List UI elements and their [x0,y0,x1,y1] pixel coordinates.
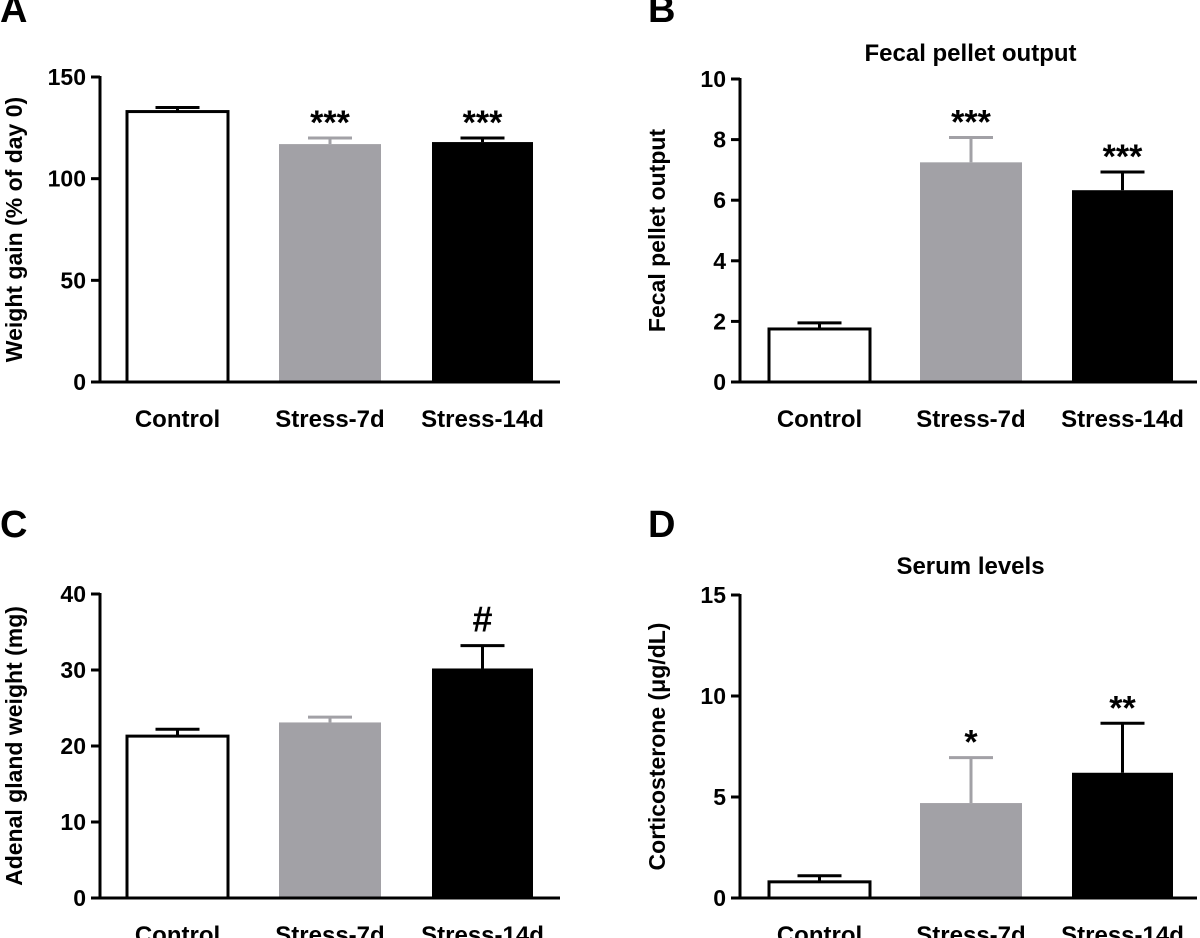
panel-letter: C [0,504,27,546]
bar-stress-7d [920,162,1022,382]
x-tick-label-control: Control [777,406,862,433]
y-tick-label: 50 [60,267,86,293]
y-tick-label: 5 [713,784,726,810]
chart-panel-b: B Fecal pellet output Fecal pellet output C… [644,0,1197,433]
panel-letter: A [0,0,27,31]
x-tick-label-control: Control [135,922,220,938]
significance-marker-stress-7d: *** [951,103,991,141]
y-tick-label: 2 [713,308,726,334]
y-axis-label: Adenal gland weight (mg) [1,606,27,886]
chart-panel-c: C Adenal gland weight (mg) Control Stress-7… [0,504,560,938]
y-tick-label: 20 [60,733,86,759]
y-tick-label: 0 [73,369,86,395]
y-axis-label: Corticosterone (μg/dL) [644,623,670,871]
x-tick-label-stress-7d: Stress-7d [275,922,384,938]
significance-marker-stress-14d: ** [1109,689,1136,727]
y-axis-label: Fecal pellet output [644,129,670,333]
chart-panel-a: A Weight gain (% of day 0) Control *** Stres… [0,0,560,433]
x-tick-label-stress-14d: Stress-14d [1061,406,1184,433]
x-tick-label-stress-14d: Stress-14d [421,922,544,938]
significance-marker-stress-7d: * [964,724,978,762]
y-tick-label: 15 [700,582,726,608]
bar-control [125,110,230,384]
x-tick-label-stress-14d: Stress-14d [421,406,544,433]
y-tick-label: 150 [48,64,86,90]
y-tick-label: 8 [713,127,726,153]
significance-marker-stress-14d: # [472,599,492,640]
y-axis-label: Weight gain (% of day 0) [1,97,27,362]
y-tick-label: 0 [713,885,726,911]
bar-stress-14d [1072,190,1173,382]
significance-marker-stress-14d: *** [1103,138,1143,176]
y-tick-label: 100 [48,166,86,192]
y-tick-label: 0 [73,885,86,911]
y-tick-label: 40 [60,581,86,607]
significance-marker-stress-7d: *** [310,104,350,142]
chart-panel-d: D Serum levels Corticosterone (μg/dL) Contr… [644,504,1197,938]
chart-title: Fecal pellet output [864,40,1076,67]
bar-stress-14d [432,142,533,382]
x-tick-label-control: Control [135,406,220,433]
bar-stress-7d [279,722,381,898]
y-tick-label: 4 [713,248,726,274]
chart-title: Serum levels [896,553,1044,580]
bar-control [125,734,230,900]
y-tick-label: 10 [700,66,726,92]
significance-marker-stress-14d: *** [463,104,503,142]
y-tick-label: 10 [60,809,86,835]
x-tick-label-stress-7d: Stress-7d [275,406,384,433]
y-tick-label: 10 [700,683,726,709]
x-tick-label-stress-7d: Stress-7d [916,922,1025,938]
y-tick-label: 30 [60,657,86,683]
x-tick-label-stress-14d: Stress-14d [1061,922,1184,938]
panel-letter: D [648,504,675,546]
bar-stress-7d [920,803,1022,898]
x-tick-label-control: Control [777,922,862,938]
bar-stress-14d [1072,772,1173,898]
x-tick-label-stress-7d: Stress-7d [916,406,1025,433]
y-tick-label: 6 [713,187,726,213]
bar-control [767,880,872,900]
panel-letter: B [648,0,675,31]
bar-control [767,327,872,384]
y-tick-label: 0 [713,369,726,395]
bar-stress-14d [432,668,533,898]
bar-stress-7d [279,144,381,382]
